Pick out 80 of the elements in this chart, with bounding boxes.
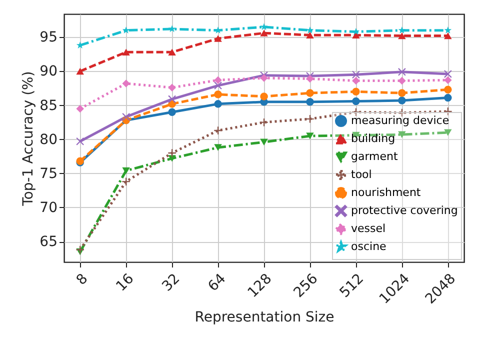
y-axis-title: Top-1 Accuracy (%) <box>20 71 37 207</box>
point <box>398 96 406 104</box>
point <box>306 98 314 106</box>
point <box>398 89 406 97</box>
point <box>168 149 176 157</box>
point <box>398 131 406 138</box>
legend-label: garment <box>351 150 399 163</box>
point <box>352 108 360 116</box>
point <box>352 70 360 79</box>
point <box>214 90 222 98</box>
point <box>214 126 222 134</box>
y-tick-label: 75 <box>40 166 58 182</box>
x-tick-label: 64 <box>205 270 230 295</box>
legend-label: oscine <box>351 240 387 253</box>
point <box>306 115 314 123</box>
point <box>306 132 314 140</box>
point <box>398 76 406 85</box>
point <box>214 76 222 84</box>
point <box>168 84 176 92</box>
point <box>122 113 130 121</box>
point <box>306 89 314 97</box>
point <box>444 86 452 94</box>
point <box>444 94 452 102</box>
point <box>122 178 130 186</box>
y-tick-label: 70 <box>40 200 58 216</box>
point <box>444 70 452 78</box>
point <box>214 35 222 42</box>
point <box>168 25 176 32</box>
y-tick-label: 80 <box>40 132 58 148</box>
point <box>306 74 314 83</box>
point <box>260 74 268 82</box>
point <box>168 48 176 56</box>
point <box>398 32 406 40</box>
point <box>214 100 222 108</box>
legend-label: vessel <box>351 222 386 235</box>
y-tick-label: 95 <box>40 30 58 46</box>
point <box>352 97 360 106</box>
legend-label: tool <box>351 168 372 181</box>
point <box>260 92 268 100</box>
point <box>306 26 314 34</box>
point <box>168 95 176 104</box>
point <box>444 129 452 136</box>
x-tick-label: 512 <box>336 270 368 302</box>
point <box>352 76 360 85</box>
point <box>260 23 268 30</box>
x-tick-label: 32 <box>159 270 184 295</box>
point <box>122 167 130 174</box>
x-tick-label: 16 <box>113 270 138 295</box>
point <box>398 68 406 76</box>
point <box>444 26 452 34</box>
point <box>260 118 268 126</box>
point <box>122 80 130 88</box>
x-tick-label: 8 <box>74 270 92 288</box>
point <box>214 82 222 90</box>
y-tick-label: 65 <box>40 234 58 250</box>
legend-label: protective covering <box>351 204 458 217</box>
point <box>352 88 360 96</box>
point <box>306 32 314 38</box>
point <box>122 26 130 34</box>
legend-label: nourishment <box>351 186 422 199</box>
point <box>444 76 452 84</box>
x-tick-label: 128 <box>244 270 276 302</box>
legend-label: building <box>351 132 396 145</box>
point <box>260 30 268 36</box>
point <box>398 26 406 34</box>
point <box>122 48 130 56</box>
point <box>444 108 452 116</box>
legend-label: measuring device <box>351 114 450 127</box>
x-axis-title: Representation Size <box>194 310 334 326</box>
point <box>260 138 268 146</box>
point <box>76 104 84 113</box>
point <box>76 246 84 254</box>
point <box>76 138 84 146</box>
point <box>214 144 222 151</box>
point <box>168 155 176 162</box>
y-tick-label: 85 <box>40 98 58 114</box>
point <box>76 68 84 75</box>
point <box>444 32 452 40</box>
point <box>168 108 176 116</box>
y-tick-label: 90 <box>40 64 58 80</box>
